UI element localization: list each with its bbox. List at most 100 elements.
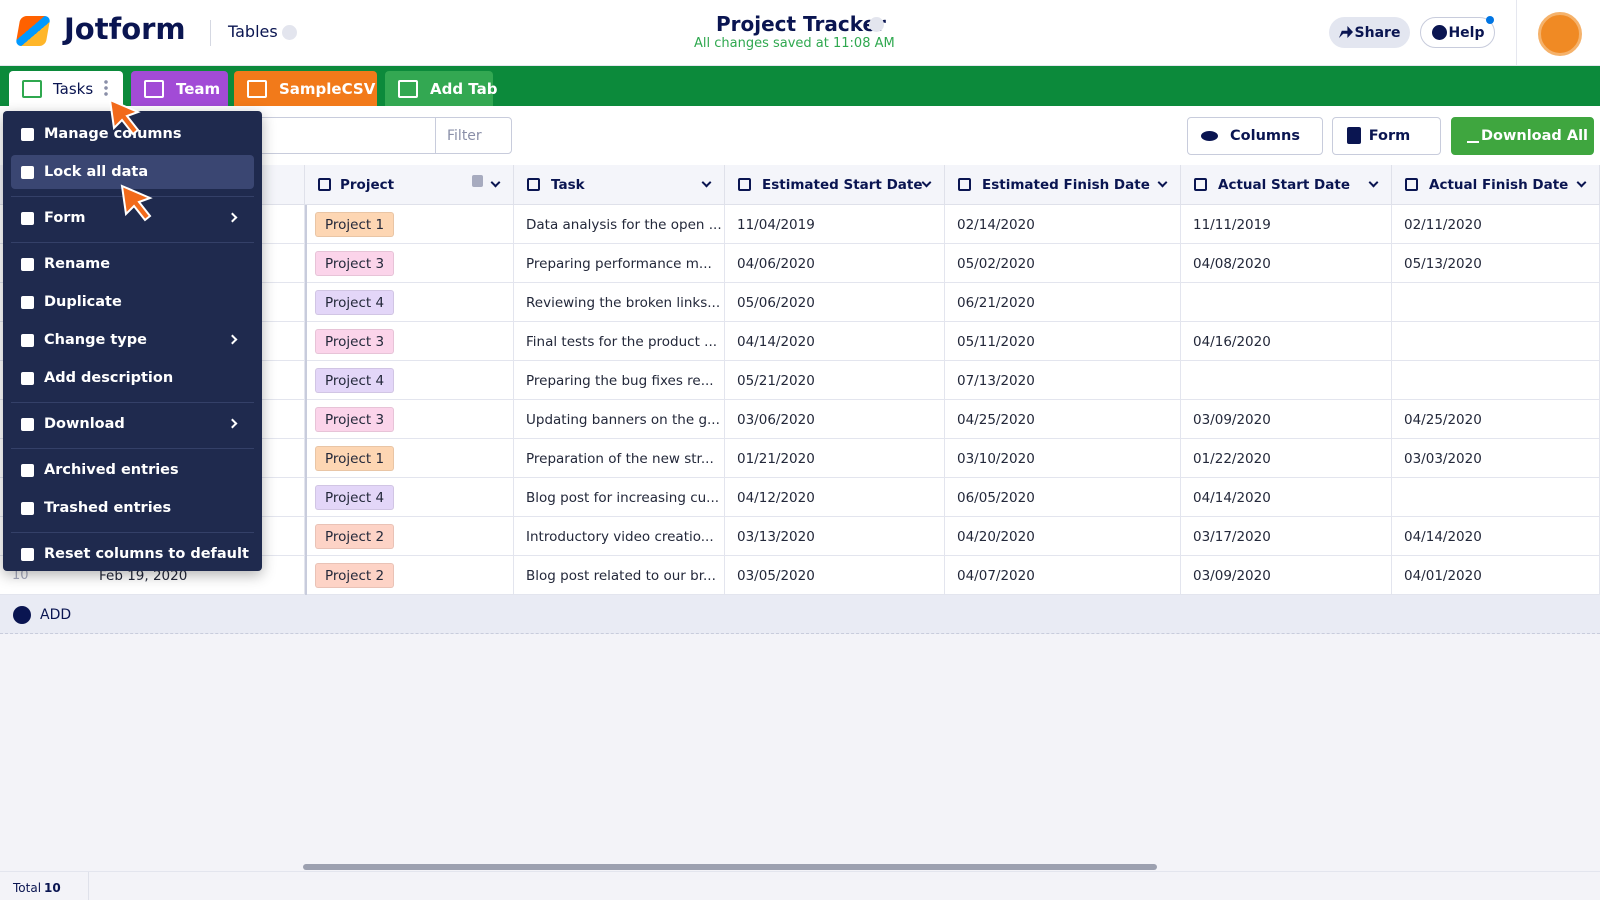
table-cell: Preparing performance m... — [514, 244, 725, 283]
menu-item[interactable]: Reset columns to default — [44, 546, 249, 562]
dropdown-icon — [869, 17, 884, 32]
menu-separator — [11, 448, 254, 449]
cell-text: 04/16/2020 — [1193, 334, 1271, 350]
table-cell: 04/14/2020 — [1181, 478, 1392, 517]
table-cell: Preparing the bug fixes re... — [514, 361, 725, 400]
menu-separator — [11, 532, 254, 533]
menu-item[interactable]: Manage columns — [44, 126, 182, 142]
column-header[interactable]: Estimated Finish Date — [945, 165, 1181, 205]
lock-icon — [472, 175, 483, 187]
tab-icon — [398, 80, 418, 98]
menu-icon — [21, 464, 34, 477]
table-cell: 02/11/2020 — [1392, 205, 1600, 244]
project-tag: Project 3 — [315, 329, 395, 354]
tab[interactable]: Add Tab — [385, 71, 497, 106]
table-cell: Preparation of the new str... — [514, 439, 725, 478]
menu-icon — [21, 258, 34, 271]
add-row-button[interactable]: ADD — [40, 607, 72, 623]
app-switcher[interactable]: Tables — [228, 22, 278, 41]
cell-text: 03/06/2020 — [737, 412, 815, 428]
table-cell: Project 1 — [305, 205, 514, 244]
form-icon — [1347, 127, 1361, 144]
table-cell: 04/07/2020 — [945, 556, 1181, 595]
cell-text: 05/13/2020 — [1404, 256, 1482, 272]
cell-text: 05/06/2020 — [737, 295, 815, 311]
total-count: 10 — [44, 881, 61, 895]
menu-item[interactable]: Form — [44, 210, 86, 226]
menu-item[interactable]: Lock all data — [11, 155, 254, 189]
cell-text: 06/21/2020 — [957, 295, 1035, 311]
cell-text: 03/17/2020 — [1193, 529, 1271, 545]
menu-item[interactable]: Add description — [44, 370, 174, 386]
menu-item[interactable]: Rename — [44, 256, 111, 272]
cell-text: 03/03/2020 — [1404, 451, 1482, 467]
table-cell: 03/09/2020 — [1181, 556, 1392, 595]
filter-button[interactable]: Filter — [435, 117, 512, 154]
download-all-button[interactable]: Download All — [1451, 117, 1594, 155]
cell-text: 04/08/2020 — [1193, 256, 1271, 272]
table-cell: Project 4 — [305, 478, 514, 517]
cell-text: 04/12/2020 — [737, 490, 815, 506]
doc-title[interactable]: Project Tracker — [716, 12, 886, 36]
cell-text: 04/07/2020 — [957, 568, 1035, 584]
cell-text: Reviewing the broken links... — [526, 295, 721, 311]
tab[interactable]: SampleCSV — [234, 71, 377, 106]
menu-item[interactable]: Duplicate — [44, 294, 122, 310]
table-cell: 04/20/2020 — [945, 517, 1181, 556]
footer: Total 10 — [0, 871, 1600, 900]
project-tag: Project 3 — [315, 251, 395, 276]
project-tag: Project 2 — [315, 524, 395, 549]
table-cell: 05/11/2020 — [945, 322, 1181, 361]
download-icon — [1467, 128, 1479, 143]
table-cell: 04/08/2020 — [1181, 244, 1392, 283]
project-tag: Project 4 — [315, 290, 395, 315]
cell-text: 05/11/2020 — [957, 334, 1035, 350]
cell-text: Introductory video creatio... — [526, 529, 714, 545]
table-cell: Blog post related to our br... — [514, 556, 725, 595]
menu-icon — [21, 212, 34, 225]
cell-text: 06/05/2020 — [957, 490, 1035, 506]
menu-item[interactable]: Archived entries — [44, 462, 179, 478]
cell-text: Updating banners on the g... — [526, 412, 720, 428]
table-cell: 03/09/2020 — [1181, 400, 1392, 439]
table-cell — [1181, 283, 1392, 322]
column-header[interactable]: Actual Start Date — [1181, 165, 1392, 205]
column-header[interactable]: Actual Finish Date — [1392, 165, 1600, 205]
toolbar: Filter Columns Form Download All — [0, 106, 1600, 165]
menu-icon — [21, 502, 34, 515]
menu-item[interactable]: Trashed entries — [44, 500, 172, 516]
header: Jotform Tables Project Tracker All changes … — [0, 0, 1600, 66]
table-cell: 05/02/2020 — [945, 244, 1181, 283]
column-header[interactable]: Task — [514, 165, 725, 205]
project-tag: Project 3 — [315, 407, 395, 432]
table-cell: 04/25/2020 — [1392, 400, 1600, 439]
table-cell: 04/01/2020 — [1392, 556, 1600, 595]
scrollbar — [303, 864, 1157, 870]
table-cell: Project 2 — [305, 517, 514, 556]
total-label: Total — [13, 881, 42, 895]
cursor-shape — [120, 184, 153, 222]
cell-text: 05/21/2020 — [737, 373, 815, 389]
project-tag: Project 1 — [315, 446, 395, 471]
add-row — [0, 595, 1600, 634]
table-cell: 11/11/2019 — [1181, 205, 1392, 244]
tab-icon — [144, 80, 164, 98]
divider — [210, 20, 211, 46]
cell-text: 01/22/2020 — [1193, 451, 1271, 467]
column-type-icon — [958, 178, 971, 191]
cell-text: 02/14/2020 — [957, 217, 1035, 233]
tab[interactable]: Team — [131, 71, 228, 106]
cell-text: 03/09/2020 — [1193, 568, 1271, 584]
eye-icon — [1201, 131, 1218, 141]
tab-menu-dots — [104, 79, 108, 97]
menu-item[interactable]: Change type — [44, 332, 147, 348]
table-cell: 03/13/2020 — [725, 517, 945, 556]
cell-text: Blog post related to our br... — [526, 568, 716, 584]
menu-item[interactable]: Download — [44, 416, 125, 432]
table-cell: 04/25/2020 — [945, 400, 1181, 439]
cell-text: 03/05/2020 — [737, 568, 815, 584]
table-cell: 06/21/2020 — [945, 283, 1181, 322]
table-cell: Introductory video creatio... — [514, 517, 725, 556]
column-header[interactable]: Estimated Start Date — [725, 165, 945, 205]
logo: Jotform — [64, 12, 186, 46]
